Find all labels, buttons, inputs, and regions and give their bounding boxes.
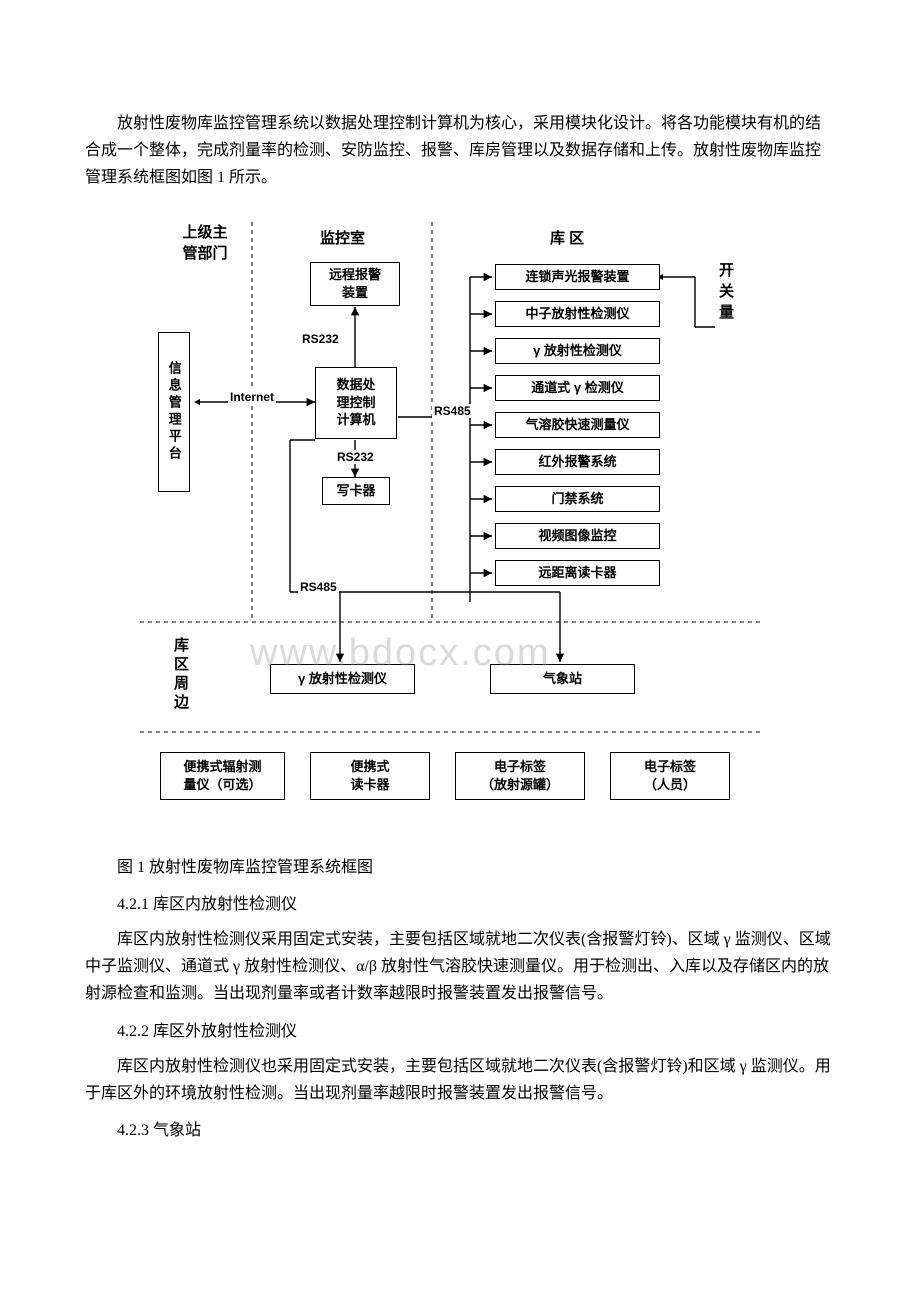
figure-caption: 图 1 放射性废物库监控管理系统框图 bbox=[85, 854, 835, 881]
box-right-2: γ 放射性检测仪 bbox=[495, 338, 660, 364]
box-right-0: 连锁声光报警装置 bbox=[495, 264, 660, 290]
conn-rs232-a: RS232 bbox=[300, 332, 341, 346]
box-bottom-1: 便携式读卡器 bbox=[310, 752, 430, 800]
box-right-3: 通道式 γ 检测仪 bbox=[495, 375, 660, 401]
box-bottom-3: 电子标签（人员） bbox=[610, 752, 730, 800]
box-right-6: 门禁系统 bbox=[495, 486, 660, 512]
col-header-depot: 库 区 bbox=[550, 227, 584, 248]
box-card-writer: 写卡器 bbox=[322, 477, 390, 505]
box-right-1: 中子放射性检测仪 bbox=[495, 301, 660, 327]
box-right-4: 气溶胶快速测量仪 bbox=[495, 412, 660, 438]
conn-internet: Internet bbox=[228, 390, 276, 404]
box-around-weather: 气象站 bbox=[490, 664, 635, 694]
box-cpu: 数据处理控制计算机 bbox=[315, 367, 397, 439]
label-depot-around: 库区周边 bbox=[170, 637, 191, 713]
col-header-ctrl: 监控室 bbox=[320, 227, 365, 248]
para-4-2-2: 库区内放射性检测仪也采用固定式安装，主要包括区域就地二次仪表(含报警灯铃)和区域… bbox=[85, 1053, 835, 1107]
para-4-2-1: 库区内放射性检测仪采用固定式安装，主要包括区域就地二次仪表(含报警灯铃)、区域 … bbox=[85, 926, 835, 1008]
heading-4-2-3: 4.2.3 气象站 bbox=[85, 1117, 835, 1144]
conn-rs232-b: RS232 bbox=[335, 450, 376, 464]
heading-4-2-2: 4.2.2 库区外放射性检测仪 bbox=[85, 1018, 835, 1045]
box-info-platform: 信息管理平台 bbox=[158, 332, 190, 492]
box-right-7: 视频图像监控 bbox=[495, 523, 660, 549]
system-block-diagram: 上级主管部门 监控室 库 区 信息管理平台 远程报警装置 数据处理控制计算机 写… bbox=[140, 222, 760, 842]
box-around-gamma: γ 放射性检测仪 bbox=[270, 664, 415, 694]
col-header-mgmt: 上级主管部门 bbox=[165, 222, 245, 264]
conn-rs485-b: RS485 bbox=[298, 580, 339, 594]
box-bottom-0: 便携式辐射测量仪（可选） bbox=[160, 752, 285, 800]
box-bottom-2: 电子标签（放射源罐） bbox=[455, 752, 585, 800]
box-right-5: 红外报警系统 bbox=[495, 449, 660, 475]
box-remote-alarm: 远程报警装置 bbox=[310, 262, 400, 306]
box-right-8: 远距离读卡器 bbox=[495, 560, 660, 586]
heading-4-2-1: 4.2.1 库区内放射性检测仪 bbox=[85, 891, 835, 918]
label-switch-qty: 开关量 bbox=[715, 262, 736, 325]
diagram-lines bbox=[140, 222, 760, 842]
conn-rs485-a: RS485 bbox=[432, 404, 473, 418]
document-page: 放射性废物库监控管理系统以数据处理控制计算机为核心，采用模块化设计。将各功能模块… bbox=[0, 0, 920, 1212]
intro-paragraph: 放射性废物库监控管理系统以数据处理控制计算机为核心，采用模块化设计。将各功能模块… bbox=[85, 110, 835, 192]
